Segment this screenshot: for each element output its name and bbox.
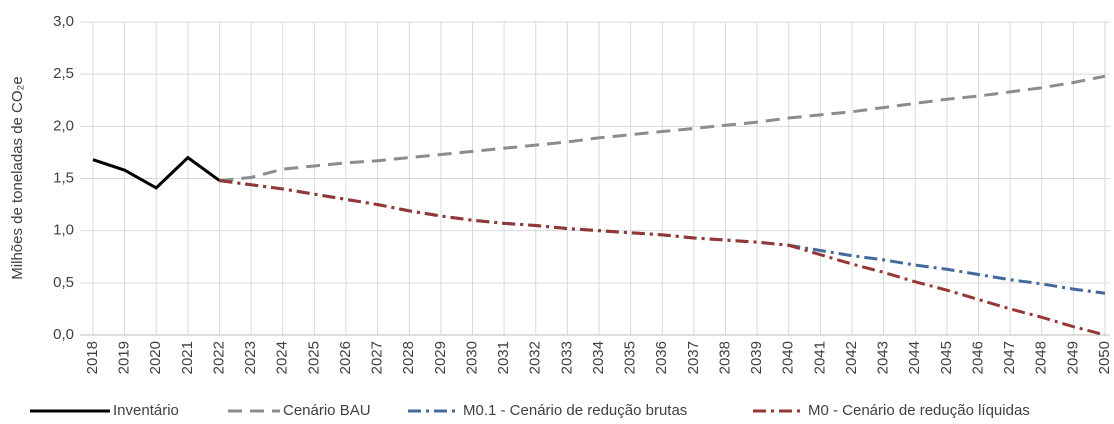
y-tick-label: 0,0 <box>53 326 74 343</box>
y-axis-title: Milhões de toneladas de CO₂e <box>9 76 26 279</box>
x-tick-label: 2018 <box>84 341 101 374</box>
x-tick-label: 2028 <box>400 341 417 374</box>
legend-label: Inventário <box>113 402 179 419</box>
x-tick-label: 2029 <box>432 341 449 374</box>
x-tick-label: 2050 <box>1096 341 1113 374</box>
x-tick-label: 2021 <box>179 341 196 374</box>
x-tick-label: 2036 <box>653 341 670 374</box>
y-tick-label: 1,5 <box>53 169 74 186</box>
x-tick-label: 2040 <box>780 341 797 374</box>
x-tick-label: 2026 <box>337 341 354 374</box>
x-tick-label: 2020 <box>147 341 164 374</box>
x-tick-label: 2023 <box>242 341 259 374</box>
x-tick-label: 2043 <box>875 341 892 374</box>
series-line <box>219 179 1106 337</box>
x-tick-label: 2049 <box>1064 341 1081 374</box>
y-tick-label: 2,0 <box>53 117 74 134</box>
legend-label: M0.1 - Cenário de redução brutas <box>463 402 687 419</box>
x-tick-label: 2031 <box>495 341 512 374</box>
legend-label: Cenário BAU <box>283 402 371 419</box>
y-tick-label: 3,0 <box>53 13 74 30</box>
x-tick-label: 2035 <box>622 341 639 374</box>
series-line <box>92 155 221 190</box>
x-tick-label: 2041 <box>811 341 828 374</box>
y-tick-label: 2,5 <box>53 65 74 82</box>
x-tick-label: 2030 <box>463 341 480 374</box>
legend-label: M0 - Cenário de redução líquidas <box>808 402 1030 419</box>
x-tick-label: 2034 <box>590 341 607 374</box>
x-tick-label: 2025 <box>305 341 322 374</box>
x-tick-label: 2038 <box>716 341 733 374</box>
x-tick-label: 2027 <box>369 341 386 374</box>
series-line <box>219 74 1106 183</box>
x-tick-label: 2048 <box>1033 341 1050 374</box>
y-tick-label: 1,0 <box>53 222 74 239</box>
x-tick-label: 2044 <box>906 341 923 374</box>
x-tick-label: 2046 <box>969 341 986 374</box>
x-tick-label: 2022 <box>210 341 227 374</box>
x-tick-label: 2047 <box>1001 341 1018 374</box>
x-tick-label: 2024 <box>274 341 291 374</box>
y-tick-label: 0,5 <box>53 274 74 291</box>
x-tick-label: 2032 <box>527 341 544 374</box>
x-tick-label: 2045 <box>938 341 955 374</box>
x-tick-label: 2033 <box>558 341 575 374</box>
x-tick-label: 2019 <box>116 341 133 374</box>
x-tick-label: 2042 <box>843 341 860 374</box>
x-tick-label: 2039 <box>748 341 765 374</box>
x-tick-label: 2037 <box>685 341 702 374</box>
